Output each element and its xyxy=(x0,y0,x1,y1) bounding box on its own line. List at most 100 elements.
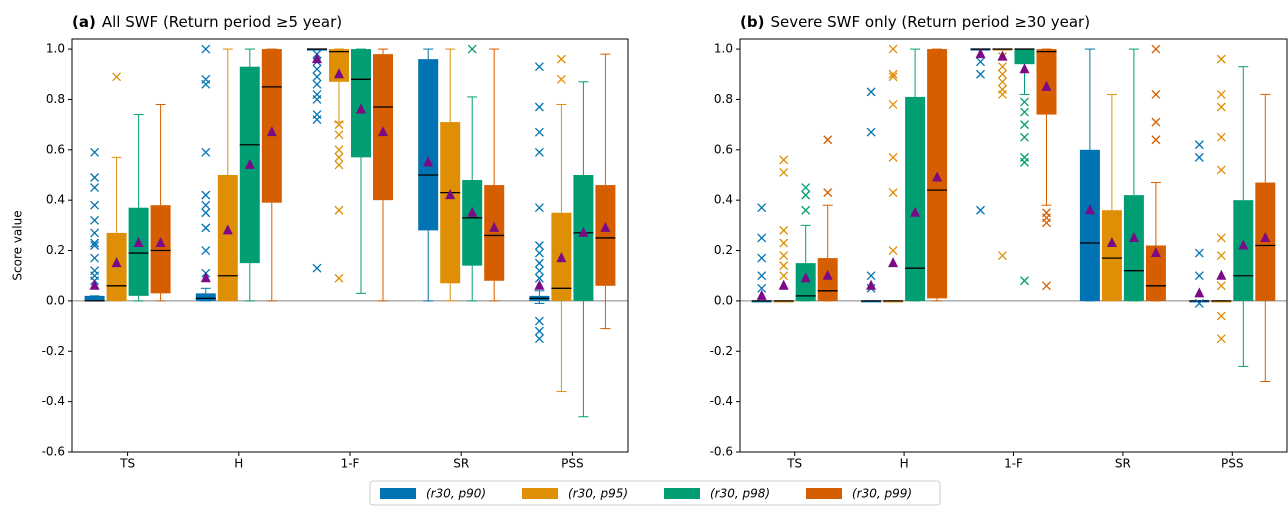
outlier xyxy=(90,228,100,238)
mean-marker xyxy=(89,279,100,290)
outlier xyxy=(757,283,767,293)
outlier xyxy=(1020,276,1029,286)
outlier xyxy=(757,203,767,213)
mean-marker xyxy=(932,171,943,182)
outlier xyxy=(1020,132,1029,142)
outlier xyxy=(1216,102,1226,112)
outlier xyxy=(1151,44,1161,54)
box xyxy=(1145,245,1166,301)
box xyxy=(751,300,772,303)
y-tick-label: 0.0 xyxy=(46,293,65,307)
box xyxy=(573,174,594,301)
legend-label: (r30, p98) xyxy=(710,487,770,501)
x-tick-label: SR xyxy=(453,457,469,471)
outlier xyxy=(312,94,322,104)
outlier xyxy=(534,273,544,283)
box xyxy=(484,185,505,281)
outlier xyxy=(1216,311,1226,321)
outlier xyxy=(801,190,811,200)
outlier xyxy=(1216,251,1226,261)
outlier xyxy=(779,251,789,261)
box xyxy=(595,185,616,286)
outlier xyxy=(1194,140,1204,150)
outlier xyxy=(888,100,898,109)
y-tick-label: -0.2 xyxy=(42,344,65,358)
title-text: All SWF (Return period ≥5 year) xyxy=(102,13,342,31)
box xyxy=(1123,195,1144,301)
outlier xyxy=(1151,117,1161,127)
outlier xyxy=(1194,298,1204,308)
x-tick-label: 1-F xyxy=(341,457,360,471)
y-tick-label: 0.2 xyxy=(714,243,733,257)
x-tick-label: 1-F xyxy=(1004,457,1023,471)
outlier xyxy=(201,208,211,218)
legend-swatch xyxy=(522,488,558,499)
mean-marker xyxy=(822,269,833,280)
outlier xyxy=(534,203,544,213)
outlier xyxy=(801,183,811,193)
mean-marker xyxy=(1106,236,1117,247)
outlier xyxy=(976,57,985,67)
box xyxy=(1079,149,1100,301)
outlier xyxy=(998,69,1007,79)
outlier xyxy=(1216,165,1226,175)
outlier xyxy=(534,326,544,336)
box xyxy=(1189,300,1210,303)
outlier xyxy=(90,241,100,250)
outlier xyxy=(888,72,898,82)
box xyxy=(1211,300,1232,303)
y-tick-label: 0.2 xyxy=(46,243,65,257)
x-tick-label: SR xyxy=(1115,457,1131,471)
mean-marker xyxy=(1238,239,1249,250)
x-tick-label: H xyxy=(234,457,243,471)
mean-marker xyxy=(111,257,122,268)
legend-label: (r30, p95) xyxy=(568,487,628,501)
mean-marker xyxy=(778,279,789,290)
outlier xyxy=(201,44,211,54)
y-tick-label: -0.4 xyxy=(710,394,733,408)
outlier xyxy=(201,200,211,210)
y-tick-label: 0.4 xyxy=(714,193,733,207)
outlier xyxy=(888,44,898,54)
outlier xyxy=(90,238,100,248)
chart-title: (a) All SWF (Return period ≥5 year) xyxy=(72,13,342,31)
legend-frame xyxy=(369,480,941,506)
mean-marker xyxy=(975,48,986,59)
mean-marker xyxy=(997,50,1008,61)
mean-marker xyxy=(910,206,921,217)
x-tick-label: PSS xyxy=(561,457,583,471)
legend-label: (r30, p99) xyxy=(852,487,912,501)
outlier xyxy=(779,261,789,271)
outlier xyxy=(866,87,876,97)
mean-marker xyxy=(200,272,211,283)
outlier xyxy=(312,64,322,74)
box xyxy=(307,49,327,51)
outlier xyxy=(1216,54,1226,64)
y-tick-label: 0.0 xyxy=(714,293,733,307)
outlier xyxy=(757,271,767,281)
box xyxy=(992,49,1013,51)
outlier xyxy=(779,225,789,235)
panel-label: (a) xyxy=(72,13,96,31)
x-tick-label: TS xyxy=(119,457,135,471)
box xyxy=(905,96,926,301)
legend-swatch xyxy=(806,488,842,499)
outlier xyxy=(757,253,767,263)
outlier xyxy=(998,89,1007,99)
mean-marker xyxy=(756,289,767,300)
outlier xyxy=(90,253,100,263)
mean-marker xyxy=(1019,63,1030,74)
mean-marker xyxy=(866,279,877,290)
outlier xyxy=(1042,281,1051,291)
box xyxy=(150,205,171,294)
y-tick-label: -0.6 xyxy=(710,445,733,459)
box xyxy=(351,49,371,158)
box xyxy=(1233,200,1254,301)
legend-swatch xyxy=(664,488,700,499)
outlier xyxy=(1194,152,1204,162)
outlier xyxy=(779,238,789,248)
outlier xyxy=(534,62,544,72)
y-tick-label: 0.6 xyxy=(46,142,65,156)
mean-marker xyxy=(378,126,388,137)
